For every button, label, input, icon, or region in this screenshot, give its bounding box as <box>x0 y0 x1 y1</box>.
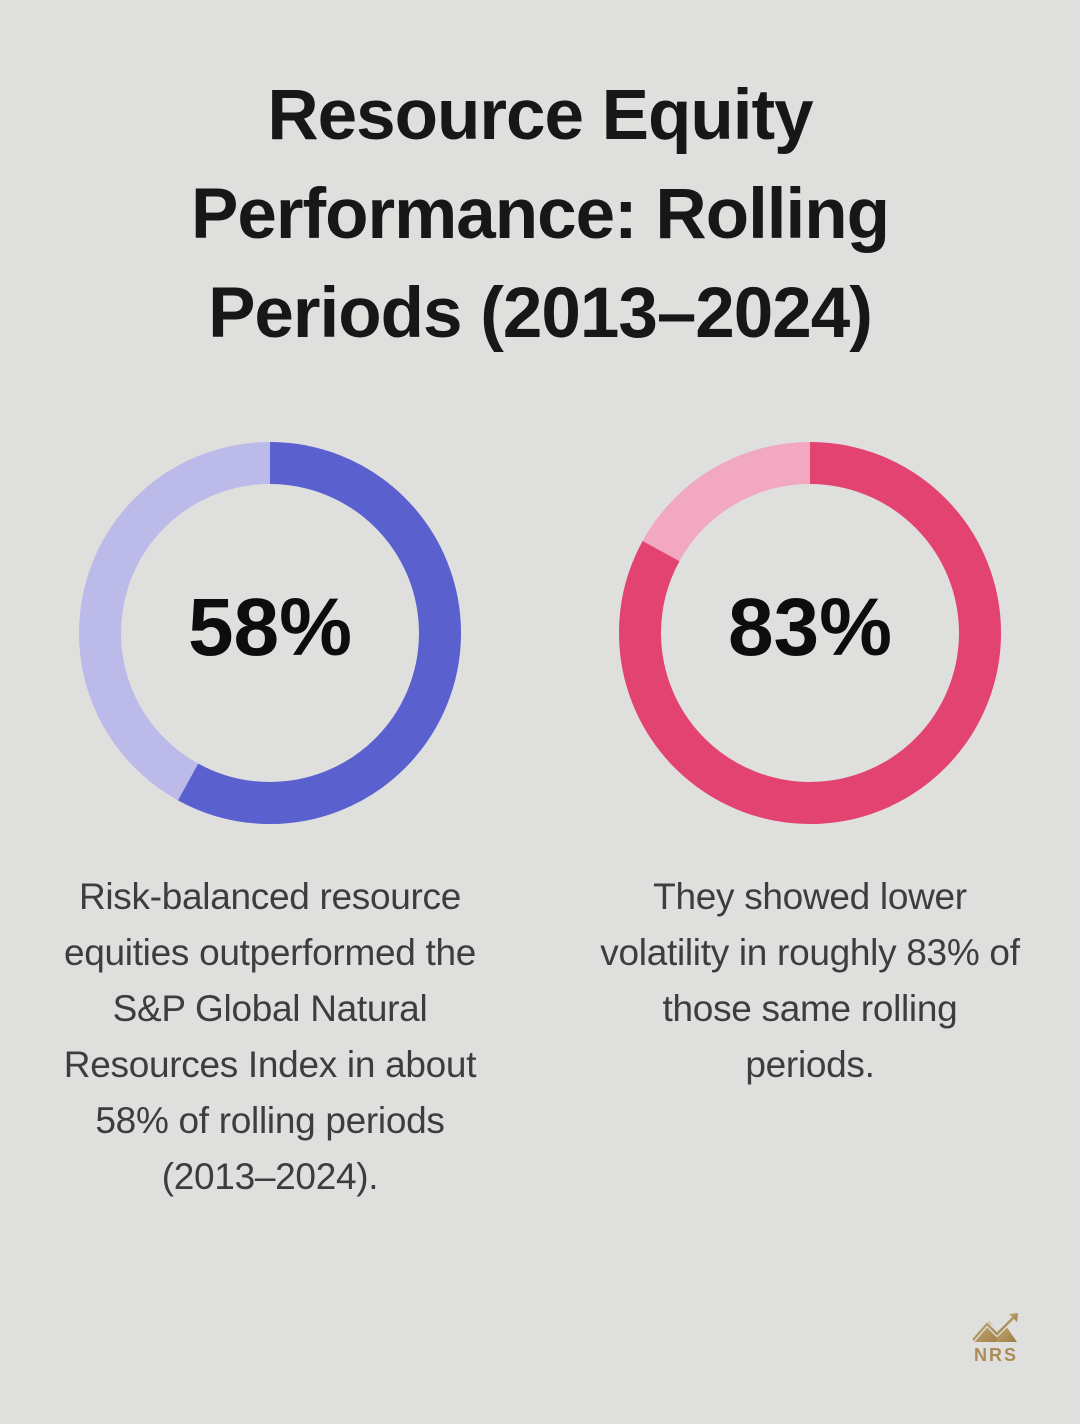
donut-chart-volatility: 83% <box>618 441 1002 825</box>
brand-logo-text: NRS <box>973 1345 1018 1365</box>
mountains-with-arrow-icon <box>972 1313 1018 1342</box>
stat-caption-volatility: They showed lower volatility in roughly 8… <box>600 876 1020 1085</box>
donut-chart-outperformance: 58% <box>78 441 462 825</box>
stat-volatility: 83% They showed lower volatility in rough… <box>540 441 1080 1205</box>
donut-charts-row: 58% Risk-balanced resource equities outpe… <box>0 441 1080 1205</box>
page-title: Resource Equity Performance: Rolling Perio… <box>190 76 890 353</box>
donut-center-label: 83% <box>727 582 893 673</box>
donut-value-arc <box>619 442 1001 824</box>
donut-center-label: 58% <box>187 582 353 673</box>
stat-outperformance: 58% Risk-balanced resource equities outpe… <box>0 441 540 1205</box>
brand-logo: NRS <box>968 1313 1024 1366</box>
stat-caption-outperformance: Risk-balanced resource equities outperfor… <box>63 876 477 1197</box>
donut-value-arc <box>79 442 461 824</box>
donut-svg <box>619 442 1001 824</box>
donut-svg <box>79 442 461 824</box>
